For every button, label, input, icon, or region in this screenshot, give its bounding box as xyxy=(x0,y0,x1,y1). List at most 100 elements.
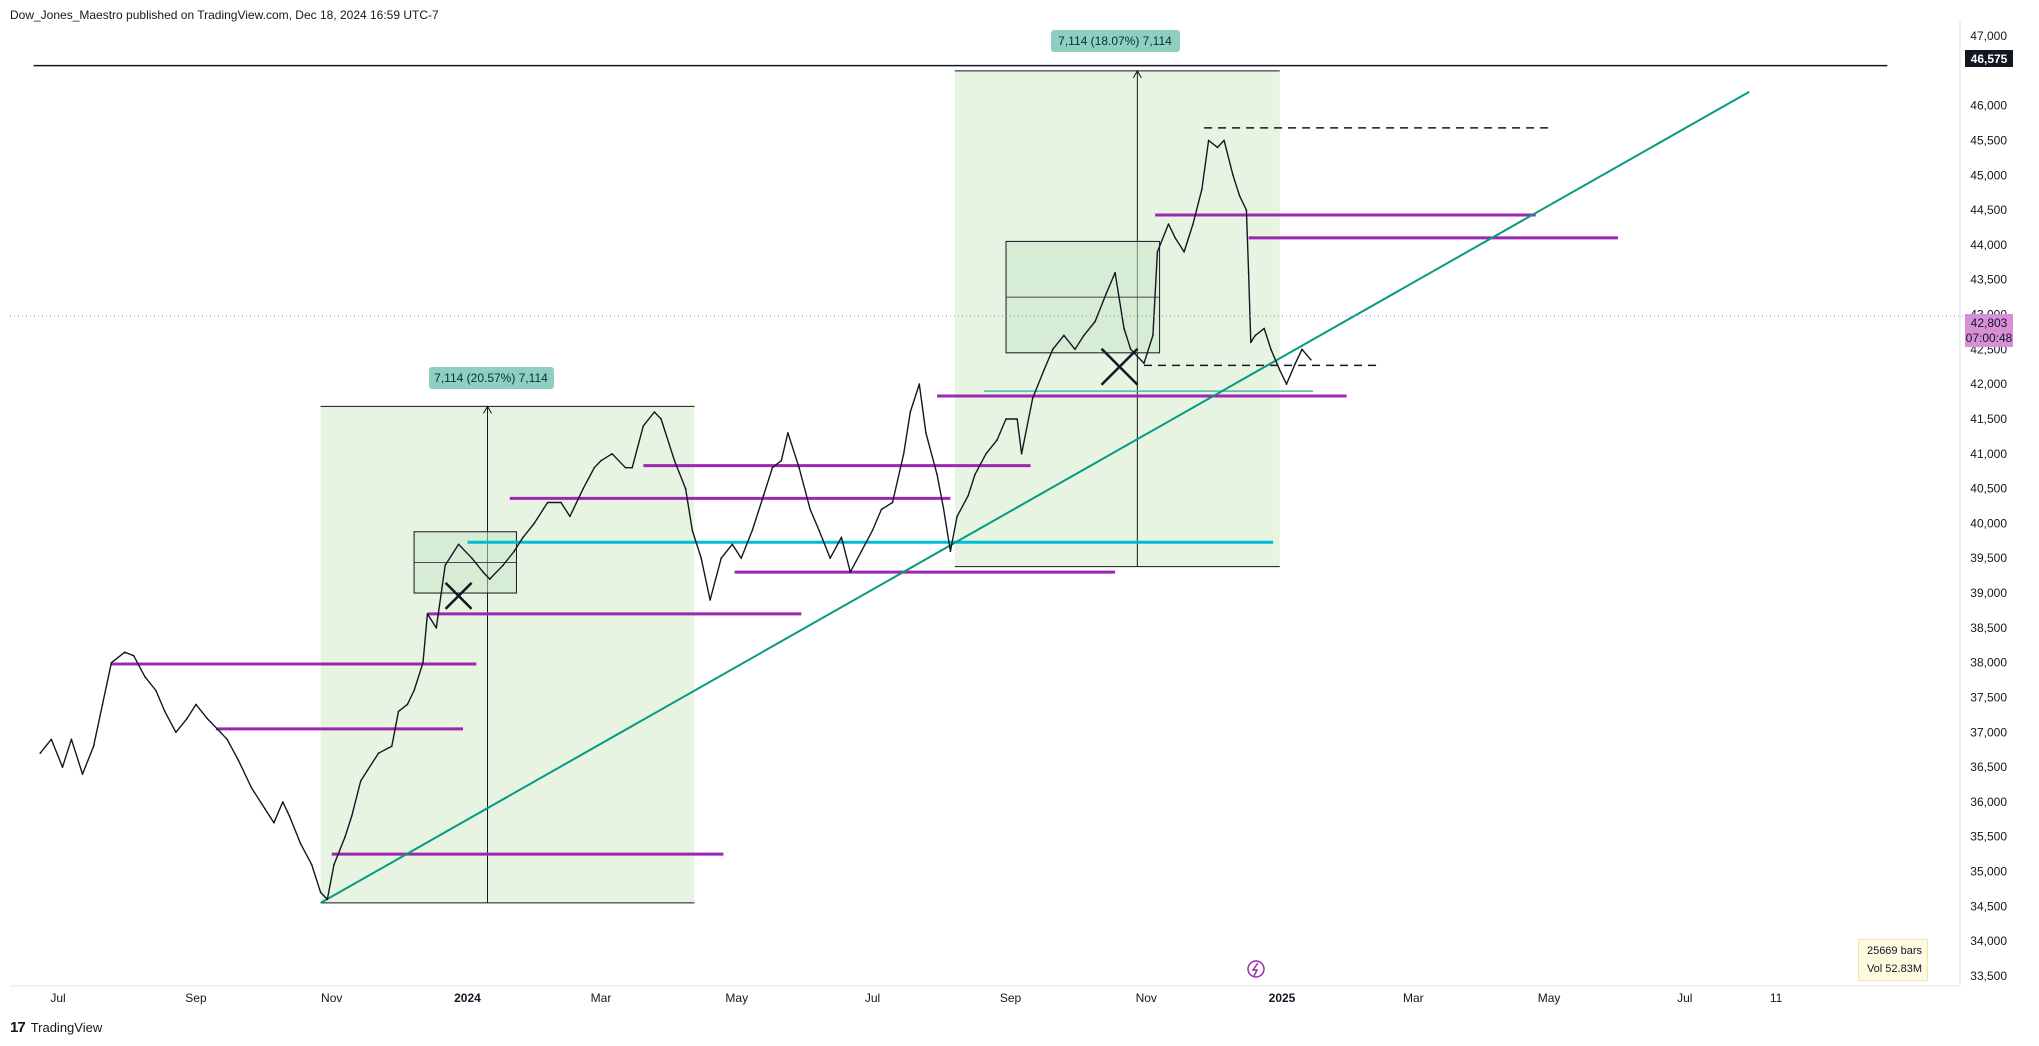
price-point-46 xyxy=(482,571,484,573)
tradingview-logo-icon: 17 xyxy=(10,1019,26,1036)
price-point-120 xyxy=(1201,188,1203,190)
price-point-74 xyxy=(771,466,774,469)
footer-brand[interactable]: 17 TradingView xyxy=(10,1019,102,1036)
price-point-132 xyxy=(1279,369,1281,372)
y-tick-label: 35,000 xyxy=(1970,865,2007,879)
y-tick-label: 46,000 xyxy=(1970,99,2007,113)
lightning-icon[interactable] xyxy=(1247,960,1265,978)
y-tick-label: 42,000 xyxy=(1970,377,2007,391)
price-point-126 xyxy=(1245,209,1248,211)
price-point-22 xyxy=(264,808,266,810)
price-point-35 xyxy=(377,752,380,754)
price-point-117 xyxy=(1174,237,1176,239)
price-point-91 xyxy=(936,473,938,476)
x-tick-label: 2025 xyxy=(1269,991,1296,1005)
y-tick-label: 34,500 xyxy=(1970,899,2007,913)
price-point-93 xyxy=(949,550,952,553)
x-tick-label: Jul xyxy=(50,991,65,1005)
price-point-134 xyxy=(1294,362,1297,365)
x-tick-label: Sep xyxy=(185,991,207,1005)
annotation-layer xyxy=(444,347,1139,610)
x-mark-2-b xyxy=(1100,347,1139,386)
y-tick-label: 37,500 xyxy=(1970,690,2007,704)
price-point-19 xyxy=(226,738,228,741)
y-tick-label: 47,000 xyxy=(1970,29,2007,43)
price-point-54 xyxy=(569,515,571,518)
price-point-69 xyxy=(720,557,722,559)
measure-zone-1 xyxy=(320,406,695,903)
y-tick-label: 36,000 xyxy=(1970,795,2007,809)
price-point-66 xyxy=(691,529,694,532)
price-point-121 xyxy=(1207,139,1210,142)
x-tick-label: Jul xyxy=(865,991,880,1005)
brand-name: TradingView xyxy=(30,1020,103,1035)
price-point-123 xyxy=(1223,139,1225,142)
price-point-86 xyxy=(891,501,894,504)
price-point-127 xyxy=(1247,271,1250,274)
volume-value: Vol 52.83M xyxy=(1866,963,1922,975)
price-point-20 xyxy=(237,759,240,761)
x-tick-label: May xyxy=(725,991,748,1005)
price-point-130 xyxy=(1263,327,1265,330)
price-point-82 xyxy=(849,571,852,573)
price-point-34 xyxy=(366,769,369,772)
price-point-63 xyxy=(660,418,662,420)
y-tick-label: 36,500 xyxy=(1970,760,2007,774)
price-point-116 xyxy=(1167,223,1170,225)
price-point-33 xyxy=(359,780,362,782)
price-point-106 xyxy=(1074,348,1076,351)
price-point-133 xyxy=(1285,383,1288,385)
price-point-41 xyxy=(426,613,429,615)
price-point-27 xyxy=(310,863,313,866)
y-tick-label: 39,500 xyxy=(1970,551,2007,565)
price-point-55 xyxy=(582,487,584,490)
price-point-1 xyxy=(39,752,41,754)
price-point-32 xyxy=(351,815,353,817)
price-point-26 xyxy=(299,842,302,845)
measure-badge-1-bg xyxy=(429,367,554,389)
price-point-125 xyxy=(1238,195,1241,197)
price-point-99 xyxy=(1005,418,1007,420)
price-point-14 xyxy=(175,731,177,734)
price-point-94 xyxy=(956,515,958,518)
price-point-56 xyxy=(593,466,596,469)
price-point-70 xyxy=(731,543,734,546)
price-point-101 xyxy=(1020,453,1023,455)
y-tick-label: 43,500 xyxy=(1970,273,2007,287)
price-point-7 xyxy=(101,703,104,706)
price-point-128 xyxy=(1250,341,1252,344)
price-point-79 xyxy=(818,529,820,532)
x-tick-label: Jul xyxy=(1677,991,1692,1005)
price-point-67 xyxy=(700,557,702,559)
price-point-62 xyxy=(653,411,656,413)
y-axis: 33,500 34,000 34,500 35,000 35,500 36,000 36,5… xyxy=(10,20,2007,986)
price-point-50 xyxy=(522,536,524,539)
price-point-98 xyxy=(996,439,998,441)
price-point-8 xyxy=(110,661,113,664)
price-point-118 xyxy=(1183,251,1185,253)
price-point-90 xyxy=(925,432,927,434)
price-point-119 xyxy=(1192,223,1194,225)
price-label-last: 42,803 07:00:48 xyxy=(1965,314,2013,347)
price-point-47 xyxy=(488,578,491,580)
measure-badge-2-label: 7,114 (18.07%) 7,114 xyxy=(1058,34,1172,48)
x-tick-label: 11 xyxy=(1770,991,1783,1005)
measure-badges: 7,114 (20.57%) 7,114 7,114 (18.07%) 7,11… xyxy=(429,30,1180,389)
price-point-110 xyxy=(1114,271,1116,274)
y-tick-label: 40,000 xyxy=(1970,516,2007,530)
price-point-104 xyxy=(1052,348,1054,351)
x-tick-label: May xyxy=(1538,991,1561,1005)
price-point-31 xyxy=(344,835,346,838)
price-point-13 xyxy=(164,710,166,713)
y-tick-label: 45,000 xyxy=(1970,168,2007,182)
y-tick-label: 41,000 xyxy=(1970,447,2007,461)
price-point-103 xyxy=(1043,369,1045,372)
price-point-78 xyxy=(809,508,811,511)
price-point-111 xyxy=(1123,327,1125,330)
price-point-38 xyxy=(406,703,409,706)
measure-zones xyxy=(320,69,1280,904)
price-point-107 xyxy=(1083,334,1085,337)
y-tick-label: 34,000 xyxy=(1970,934,2007,948)
price-point-92 xyxy=(942,508,945,511)
